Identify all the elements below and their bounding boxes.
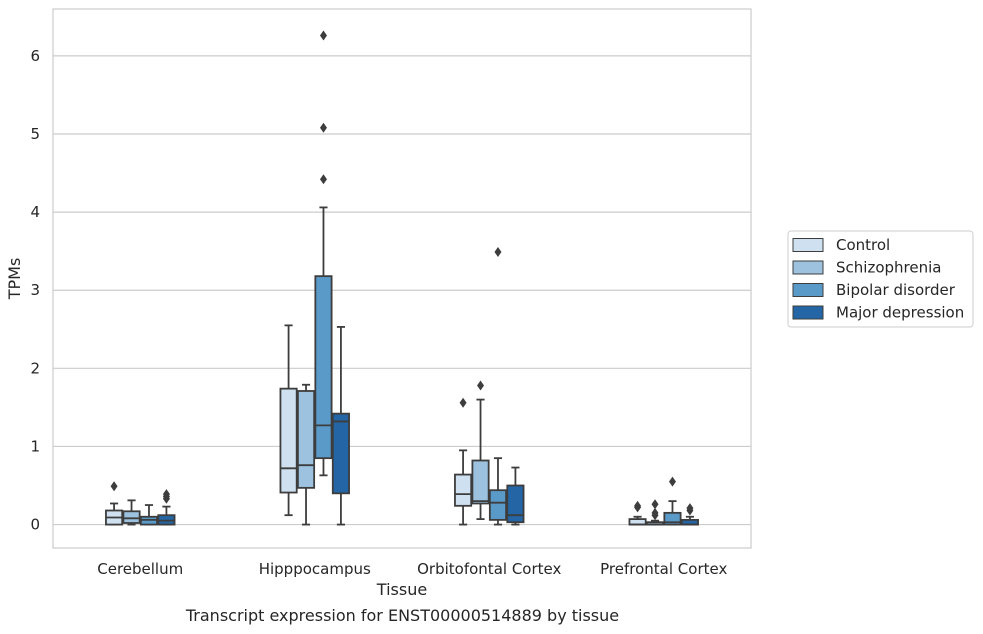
legend: Control Schizophrenia Bipolar disorder Majo… — [787, 230, 974, 328]
box-bipolar-disorder — [314, 30, 333, 477]
legend-label: Control — [836, 236, 890, 254]
box-group-prefrontal-cortex — [628, 476, 699, 526]
y-tick-label: 4 — [30, 203, 40, 221]
box-group-cerebellum — [105, 481, 176, 526]
box-iqr — [331, 412, 350, 495]
box-bipolar-disorder — [139, 504, 159, 526]
outlier-point — [668, 476, 676, 487]
x-tick-labels: Cerebellum Hipppocampus Orbitofontal Corte… — [97, 560, 727, 578]
box-iqr — [488, 489, 508, 521]
box-control — [105, 481, 124, 526]
box-iqr — [663, 511, 682, 526]
box-schizophrenia — [471, 380, 490, 520]
outlier-point — [634, 500, 642, 511]
x-axis-title: Tissue — [376, 580, 427, 599]
x-tick-label: Hipppocampus — [259, 560, 371, 578]
box-iqr — [454, 473, 473, 507]
legend-swatch — [792, 305, 824, 320]
legend-item-schizophrenia: Schizophrenia — [792, 259, 941, 277]
figure-caption: Transcript expression for ENST0000051488… — [185, 606, 620, 625]
outlier-point — [459, 397, 467, 408]
box-control — [454, 397, 473, 526]
box-schizophrenia — [296, 383, 316, 526]
box-group-orbitofontal-cortex — [454, 246, 525, 526]
outlier-point — [686, 503, 694, 514]
box-major-depression — [506, 466, 525, 526]
x-tick-label: Cerebellum — [97, 560, 183, 578]
box-groups — [105, 30, 699, 526]
box-schizophrenia — [122, 499, 141, 526]
legend-label: Major depression — [836, 304, 964, 322]
legend-item-bipolar-disorder: Bipolar disorder — [792, 281, 956, 299]
y-tick-labels: 0 1 2 3 4 5 6 — [30, 47, 40, 534]
outlier-point — [319, 30, 327, 41]
outlier-point — [162, 489, 170, 500]
outlier-point — [319, 122, 327, 133]
box-iqr — [122, 510, 141, 524]
legend-swatch — [792, 238, 824, 252]
y-tick-label: 5 — [30, 125, 40, 143]
y-tick-label: 2 — [30, 359, 40, 377]
box-group-hipppocampus — [279, 30, 350, 526]
outlier-point — [651, 507, 659, 518]
outlier-point — [319, 174, 327, 185]
plot-frame — [52, 8, 752, 549]
outlier-point — [477, 380, 485, 391]
box-iqr — [471, 459, 490, 505]
y-tick-label: 1 — [30, 437, 40, 455]
box-major-depression — [157, 489, 176, 526]
box-iqr — [279, 387, 298, 494]
y-tick-label: 0 — [30, 516, 40, 534]
box-iqr — [506, 484, 525, 524]
box-bipolar-disorder — [663, 476, 682, 526]
outlier-point — [494, 246, 502, 257]
box-control — [628, 500, 647, 526]
grid-lines — [53, 55, 751, 526]
box-major-depression — [680, 503, 699, 526]
outlier-point — [651, 499, 659, 510]
outlier-point — [110, 481, 118, 492]
y-axis-title: TPMs — [5, 258, 24, 301]
box-control — [279, 324, 298, 517]
x-tick-label: Prefrontal Cortex — [600, 560, 727, 578]
x-tick-label: Orbitofontal Cortex — [417, 560, 561, 578]
legend-item-control: Control — [792, 236, 890, 254]
box-iqr — [314, 275, 333, 460]
box-schizophrenia — [646, 499, 665, 526]
legend-label: Schizophrenia — [836, 259, 941, 277]
legend-swatch — [792, 260, 824, 275]
box-major-depression — [331, 326, 350, 526]
legend-frame — [787, 230, 974, 328]
y-tick-label: 3 — [30, 281, 40, 299]
legend-swatch — [792, 283, 824, 297]
y-tick-label: 6 — [30, 47, 40, 65]
box-iqr — [296, 390, 316, 489]
legend-label: Bipolar disorder — [836, 281, 956, 299]
box-bipolar-disorder — [488, 246, 508, 526]
legend-item-major-depression: Major depression — [792, 304, 964, 322]
